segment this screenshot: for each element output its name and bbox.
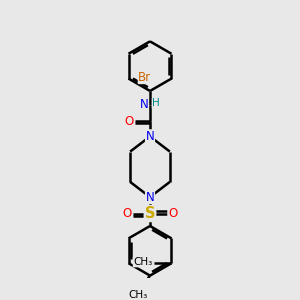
Text: Br: Br bbox=[138, 71, 151, 84]
Text: CH₃: CH₃ bbox=[133, 257, 152, 267]
Text: CH₃: CH₃ bbox=[128, 290, 148, 300]
Text: H: H bbox=[152, 98, 160, 108]
Text: N: N bbox=[146, 130, 154, 143]
Text: O: O bbox=[124, 115, 134, 128]
Text: S: S bbox=[145, 206, 155, 221]
Text: O: O bbox=[123, 207, 132, 220]
Text: O: O bbox=[168, 207, 177, 220]
Text: N: N bbox=[146, 190, 154, 204]
Text: N: N bbox=[140, 98, 148, 111]
